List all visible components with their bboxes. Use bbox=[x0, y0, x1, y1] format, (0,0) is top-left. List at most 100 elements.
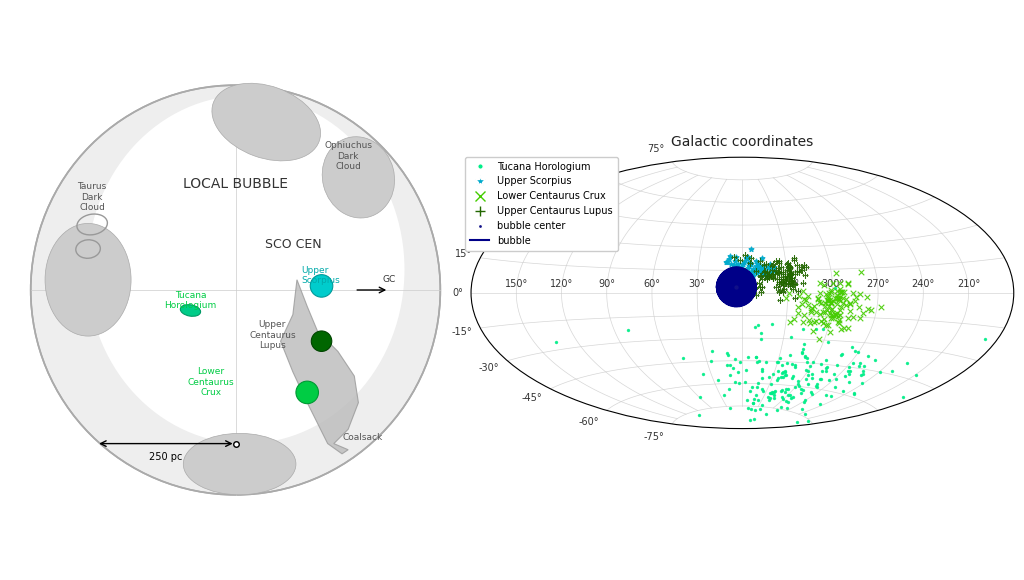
Upper Centaurus Lupus bbox=[786, 279, 803, 288]
Lower Centaurus Crux bbox=[836, 323, 852, 332]
Tucana Horologium bbox=[812, 374, 828, 383]
Upper Scorpius bbox=[742, 268, 759, 277]
Upper Centaurus Lupus bbox=[759, 271, 775, 281]
Upper Scorpius bbox=[741, 262, 758, 271]
Upper Scorpius bbox=[756, 266, 772, 276]
Tucana Horologium bbox=[818, 367, 835, 376]
Upper Centaurus Lupus bbox=[752, 271, 768, 281]
Tucana Horologium bbox=[819, 362, 836, 372]
Upper Scorpius bbox=[753, 262, 769, 271]
Upper Centaurus Lupus bbox=[781, 271, 798, 281]
Tucana Horologium bbox=[780, 390, 797, 399]
Upper Centaurus Lupus bbox=[784, 273, 801, 282]
Upper Scorpius bbox=[724, 266, 740, 276]
Tucana Horologium bbox=[727, 378, 743, 387]
Lower Centaurus Crux bbox=[817, 320, 834, 329]
Tucana Horologium bbox=[871, 367, 888, 376]
Upper Centaurus Lupus bbox=[771, 278, 787, 287]
Upper Scorpius bbox=[749, 266, 765, 276]
Upper Centaurus Lupus bbox=[780, 262, 797, 271]
Legend: Tucana Horologium, Upper Scorpius, Lower Centaurus Crux, Upper Centaurus Lupus, : Tucana Horologium, Upper Scorpius, Lower… bbox=[465, 157, 617, 251]
Tucana Horologium bbox=[763, 387, 779, 396]
Tucana Horologium bbox=[766, 386, 782, 395]
Lower Centaurus Crux bbox=[833, 288, 849, 297]
Lower Centaurus Crux bbox=[830, 295, 847, 304]
Lower Centaurus Crux bbox=[847, 297, 863, 306]
Upper Scorpius bbox=[730, 266, 746, 275]
Upper Centaurus Lupus bbox=[751, 278, 767, 288]
Tucana Horologium bbox=[727, 354, 743, 364]
Lower Centaurus Crux bbox=[863, 306, 880, 315]
Ellipse shape bbox=[31, 85, 440, 495]
Tucana Horologium bbox=[755, 386, 771, 396]
Lower Centaurus Crux bbox=[820, 293, 837, 303]
Lower Centaurus Crux bbox=[855, 309, 871, 318]
Lower Centaurus Crux bbox=[803, 305, 819, 314]
Ellipse shape bbox=[323, 137, 394, 218]
Lower Centaurus Crux bbox=[851, 289, 867, 299]
Tucana Horologium bbox=[772, 353, 788, 362]
Upper Scorpius bbox=[740, 258, 757, 267]
Tucana Horologium bbox=[774, 360, 791, 369]
Upper Centaurus Lupus bbox=[782, 270, 799, 279]
bubble bbox=[714, 294, 726, 301]
Text: LOCAL BUBBLE: LOCAL BUBBLE bbox=[183, 176, 288, 190]
Lower Centaurus Crux bbox=[778, 293, 795, 302]
Tucana Horologium bbox=[768, 358, 784, 367]
Lower Centaurus Crux bbox=[791, 303, 807, 312]
Tucana Horologium bbox=[761, 372, 777, 382]
Lower Centaurus Crux bbox=[851, 303, 867, 312]
Upper Scorpius bbox=[743, 269, 760, 278]
Ellipse shape bbox=[212, 84, 321, 161]
Lower Centaurus Crux bbox=[848, 292, 864, 302]
Upper Centaurus Lupus bbox=[740, 272, 757, 281]
Tucana Horologium bbox=[695, 369, 712, 379]
Upper Scorpius bbox=[758, 269, 774, 278]
Upper Centaurus Lupus bbox=[759, 267, 775, 277]
Upper Centaurus Lupus bbox=[795, 278, 811, 287]
Upper Scorpius bbox=[722, 251, 738, 260]
Upper Scorpius bbox=[744, 267, 761, 277]
Upper Scorpius bbox=[734, 259, 751, 269]
Polygon shape bbox=[281, 280, 358, 454]
Text: Tucana
Horologium: Tucana Horologium bbox=[164, 291, 217, 310]
Upper Centaurus Lupus bbox=[756, 260, 772, 269]
Tucana Horologium bbox=[795, 325, 811, 334]
Upper Centaurus Lupus bbox=[784, 284, 801, 293]
Upper Centaurus Lupus bbox=[771, 256, 787, 266]
Tucana Horologium bbox=[720, 350, 736, 360]
Upper Scorpius bbox=[760, 263, 776, 273]
Tucana Horologium bbox=[783, 394, 800, 403]
Upper Scorpius bbox=[733, 268, 750, 277]
Tucana Horologium bbox=[722, 360, 738, 369]
Upper Centaurus Lupus bbox=[726, 252, 742, 262]
Tucana Horologium bbox=[803, 388, 819, 397]
Upper Centaurus Lupus bbox=[771, 285, 787, 295]
Tucana Horologium bbox=[800, 416, 816, 425]
Upper Centaurus Lupus bbox=[782, 277, 799, 287]
Lower Centaurus Crux bbox=[831, 306, 848, 315]
Upper Scorpius bbox=[743, 278, 760, 287]
Tucana Horologium bbox=[763, 389, 779, 398]
Upper Centaurus Lupus bbox=[770, 279, 786, 288]
Upper Centaurus Lupus bbox=[761, 270, 777, 279]
Upper Scorpius bbox=[753, 266, 769, 276]
Lower Centaurus Crux bbox=[812, 310, 828, 319]
Lower Centaurus Crux bbox=[790, 308, 806, 317]
Upper Centaurus Lupus bbox=[742, 253, 759, 263]
Lower Centaurus Crux bbox=[803, 307, 819, 317]
Lower Centaurus Crux bbox=[795, 299, 811, 309]
Upper Scorpius bbox=[750, 259, 766, 269]
Lower Centaurus Crux bbox=[808, 316, 824, 325]
Upper Scorpius bbox=[733, 263, 750, 272]
Lower Centaurus Crux bbox=[835, 293, 851, 303]
Upper Scorpius bbox=[742, 259, 759, 269]
Lower Centaurus Crux bbox=[829, 287, 846, 296]
Tucana Horologium bbox=[804, 369, 820, 379]
bubble bbox=[750, 281, 762, 288]
Tucana Horologium bbox=[774, 393, 791, 402]
Tucana Horologium bbox=[729, 368, 745, 377]
Tucana Horologium bbox=[804, 374, 820, 383]
Tucana Horologium bbox=[860, 351, 877, 361]
Lower Centaurus Crux bbox=[825, 278, 842, 288]
